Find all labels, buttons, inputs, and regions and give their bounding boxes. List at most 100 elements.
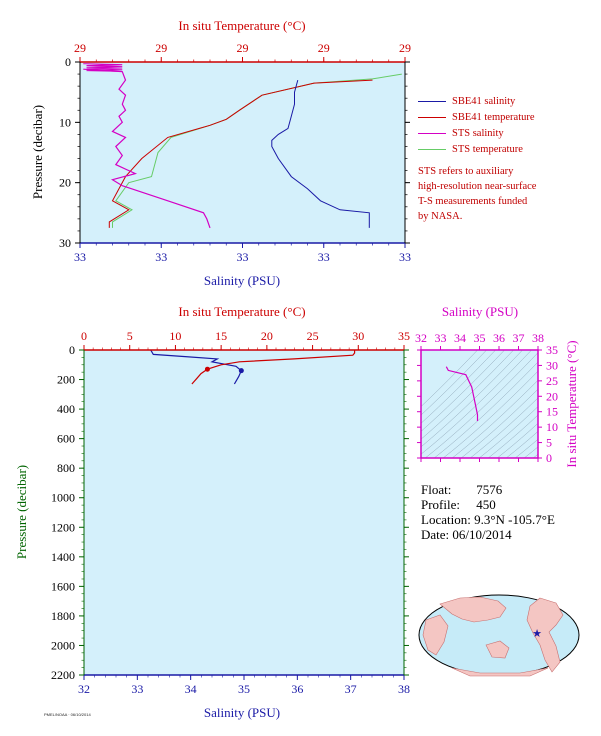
top-sal-tick-label: 33 bbox=[155, 250, 167, 264]
bottom-temp-tick-label: 10 bbox=[169, 329, 181, 343]
profile-number: 450 bbox=[476, 497, 496, 512]
top-temperature-axis-label: In situ Temperature (°C) bbox=[178, 18, 305, 33]
bottom-temp-tick-label: 25 bbox=[307, 329, 319, 343]
bottom-salinity-axis-label: Salinity (PSU) bbox=[204, 705, 280, 720]
bottom-pressure-tick-label: 1200 bbox=[51, 520, 75, 534]
bottom-pressure-tick-label: 0 bbox=[69, 343, 75, 357]
top-pressure-tick-label: 30 bbox=[59, 236, 71, 250]
ts-temp-tick-label: 0 bbox=[546, 451, 552, 465]
map-land-antarctica bbox=[451, 667, 549, 677]
ts-temperature-axis-label: In situ Temperature (°C) bbox=[564, 340, 579, 467]
float-info: Float: 7576 Profile: 450 Location: 9.3°N… bbox=[421, 482, 555, 542]
top-sts-salinity-surface-noise bbox=[83, 63, 123, 72]
ts-sal-tick-label: 38 bbox=[532, 331, 544, 345]
map-land-eurasia bbox=[439, 596, 507, 623]
top-pressure-axis-label: Pressure (decibar) bbox=[30, 105, 45, 199]
top-series-sbe41-temperature bbox=[108, 79, 373, 228]
ts-temp-tick-label: 30 bbox=[546, 358, 558, 372]
ts-series bbox=[445, 366, 479, 421]
ts-temp-tick-label: 25 bbox=[546, 374, 558, 388]
legend-item-sts-salinity: STS salinity bbox=[418, 126, 598, 142]
bottom-pressure-tick-label: 1400 bbox=[51, 550, 75, 564]
top-temp-tick-label: 29 bbox=[155, 41, 167, 55]
ts-temp-tick-label: 5 bbox=[546, 436, 552, 450]
bottom-pressure-tick-label: 2000 bbox=[51, 638, 75, 652]
ts-temp-tick-label: 10 bbox=[546, 420, 558, 434]
bottom-temp-tick-label: 15 bbox=[215, 329, 227, 343]
top-sal-tick-label: 33 bbox=[399, 250, 411, 264]
bottom-series-salinity bbox=[150, 350, 243, 385]
ts-sal-tick-label: 37 bbox=[513, 331, 525, 345]
ts-density-contour bbox=[421, 350, 505, 432]
world-map: ★ bbox=[418, 594, 580, 677]
float-id-row: Float: 7576 bbox=[421, 482, 503, 497]
top-pressure-tick-label: 0 bbox=[65, 55, 71, 69]
bottom-sal-tick-label: 36 bbox=[291, 682, 303, 696]
ts-density-contour bbox=[583, 338, 601, 468]
map-land-africa bbox=[422, 614, 449, 656]
bottom-pressure-tick-label: 800 bbox=[57, 461, 75, 475]
ts-sal-tick-label: 32 bbox=[415, 331, 427, 345]
ts-plot-area bbox=[421, 350, 538, 458]
bottom-plot-area bbox=[84, 350, 404, 675]
ts-temp-tick-label: 15 bbox=[546, 405, 558, 419]
bottom-pressure-tick-label: 2200 bbox=[51, 668, 75, 682]
ts-temp-tick-label: 20 bbox=[546, 389, 558, 403]
legend: SBE41 salinity SBE41 temperature STS sal… bbox=[418, 94, 598, 158]
top-series-sts-salinity bbox=[83, 68, 211, 229]
ts-density-contour bbox=[421, 350, 487, 416]
float-location-marker-icon: ★ bbox=[532, 627, 542, 640]
ts-sal-tick-label: 36 bbox=[493, 331, 505, 345]
bottom-pressure-tick-label: 200 bbox=[57, 373, 75, 387]
bottom-sal-tick-label: 33 bbox=[131, 682, 143, 696]
top-salinity-axis-label: Salinity (PSU) bbox=[204, 273, 280, 288]
top-sal-tick-label: 33 bbox=[318, 250, 330, 264]
top-sal-tick-label: 33 bbox=[237, 250, 249, 264]
ts-density-contour bbox=[592, 338, 601, 468]
top-pressure-tick-label: 10 bbox=[59, 115, 71, 129]
bottom-series-temperature bbox=[191, 350, 356, 385]
ts-density-contour bbox=[421, 350, 532, 455]
bottom-temp-tick-label: 0 bbox=[81, 329, 87, 343]
ts-sal-tick-label: 34 bbox=[454, 331, 466, 345]
top-pressure-tick-label: 20 bbox=[59, 176, 71, 190]
bottom-temp-tick-label: 20 bbox=[261, 329, 273, 343]
bottom-temp-tick-label: 30 bbox=[352, 329, 364, 343]
date-value: 06/10/2014 bbox=[452, 527, 512, 542]
ts-density-contour bbox=[421, 350, 514, 440]
sts-note: STS refers to auxiliary high-resolution … bbox=[418, 166, 537, 222]
footer-code: PMEL/NOAA · 06/10/2014 bbox=[44, 712, 91, 717]
ts-temp-tick-label: 35 bbox=[546, 343, 558, 357]
bottom-sal-tick-label: 37 bbox=[345, 682, 357, 696]
ts-salinity-axis-label: Salinity (PSU) bbox=[442, 304, 518, 319]
top-plot-area bbox=[80, 62, 405, 243]
bottom-pressure-tick-label: 600 bbox=[57, 432, 75, 446]
top-temp-tick-label: 29 bbox=[74, 41, 86, 55]
bottom-sal-tick-label: 32 bbox=[78, 682, 90, 696]
bottom-sal-tick-label: 38 bbox=[398, 682, 410, 696]
bottom-sal-tick-label: 34 bbox=[185, 682, 197, 696]
map-land-australia bbox=[485, 640, 510, 659]
ts-density-contour bbox=[421, 350, 523, 448]
ts-density-contour bbox=[421, 350, 478, 407]
bottom-temperature-marker bbox=[204, 366, 210, 372]
bottom-temperature-axis-label: In situ Temperature (°C) bbox=[178, 304, 305, 319]
bottom-pressure-tick-label: 400 bbox=[57, 402, 75, 416]
date-row: Date: 06/10/2014 bbox=[421, 527, 512, 542]
bottom-salinity-marker bbox=[238, 368, 244, 374]
bottom-temp-tick-label: 5 bbox=[127, 329, 133, 343]
bottom-panel: 0 5 10 15 20 25 30 35 32 33 34 35 36 37 38 0 200 400 600 80… bbox=[14, 304, 410, 720]
bottom-sal-tick-label: 35 bbox=[238, 682, 250, 696]
top-temp-tick-label: 29 bbox=[318, 41, 330, 55]
map-land-americas bbox=[526, 597, 564, 673]
location-row: Location: 9.3°N -105.7°E bbox=[421, 512, 555, 527]
top-sal-tick-label: 33 bbox=[74, 250, 86, 264]
ts-sal-tick-label: 35 bbox=[474, 331, 486, 345]
top-series-sbe41-salinity bbox=[271, 79, 370, 228]
top-panel: 29 29 29 29 29 33 33 33 33 33 0 10 20 30 In situ Temp… bbox=[30, 18, 411, 288]
legend-item-sbe41-salinity: SBE41 salinity bbox=[418, 94, 598, 110]
bottom-pressure-tick-label: 1600 bbox=[51, 579, 75, 593]
profile-row: Profile: 450 bbox=[421, 497, 496, 512]
legend-item-sbe41-temperature: SBE41 temperature bbox=[418, 110, 598, 126]
